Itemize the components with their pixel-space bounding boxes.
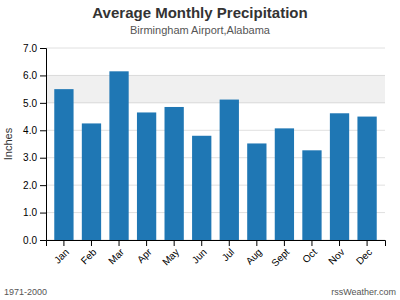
bar [357,117,376,240]
x-tick: Nov [326,240,346,267]
y-tick-label: 4.0 [23,125,37,136]
y-tick-mark [40,213,46,214]
title: Average Monthly Precipitation [92,4,307,21]
x-tick-mark [256,240,257,246]
y-tick: 0.0 [23,235,46,246]
y-tick-label: 0.0 [23,235,37,246]
x-tick-label: May [160,246,181,267]
marks [46,71,385,240]
bar [330,113,349,240]
y-tick: 7.0 [23,43,46,54]
x-axis: Jan Feb Mar Apr May Jun Jul AugSept Oct Nov Dec [47,240,386,269]
chart: Average Monthly Precipitation Birmingham … [0,0,400,300]
y-tick-label: 3.0 [23,152,37,163]
x-tick: Mar [106,240,126,266]
x-tick: May [160,240,181,268]
x-tick-mark [119,240,120,246]
y-tick-mark [40,240,46,241]
y-tick-mark [40,103,46,104]
x-tick-label: Oct [300,246,319,265]
y-tick-label: 1.0 [23,207,37,218]
x-tick-label: Aug [244,246,264,266]
x-tick-label: Jul [220,246,237,263]
x-tick-mark [201,240,202,246]
x-tick-label: Dec [354,246,374,266]
x-tick-mark [339,240,340,246]
y-tick: 4.0 [23,125,46,136]
x-axis-line [47,241,386,247]
x-tick-mark [229,240,230,246]
x-tick-label: Sept [269,246,291,268]
x-tick-label: Mar [106,246,126,266]
bar [54,89,73,240]
x-tick: Dec [354,240,374,267]
y-tick-mark [40,75,46,76]
x-tick: Jun [190,240,209,266]
x-tick-mark [174,240,175,246]
x-tick: Feb [79,240,99,266]
y-tick: 5.0 [23,98,46,109]
bar [82,123,101,240]
x-tick-label: Nov [326,246,346,266]
bar [192,136,211,240]
x-tick-mark [284,240,285,246]
y-tick-mark [40,158,46,159]
bar [109,71,128,240]
x-tick: Sept [269,240,291,269]
y-tick-label: 5.0 [23,98,37,109]
y-tick-mark [40,130,46,131]
x-tick: Jul [220,240,237,263]
footer-note: rssWeather.com [331,287,396,297]
y-tick: 3.0 [23,152,46,163]
y-axis-title: Inches [2,127,14,160]
x-tick-mark [146,240,147,246]
x-tick-label: Feb [79,246,99,266]
bar [137,112,156,240]
bar [275,128,294,240]
bar [302,150,321,240]
subtitle: Birmingham Airport,Alabama [130,24,271,36]
y-tick-mark [40,185,46,186]
bar [220,100,239,240]
bar [247,143,266,240]
x-tick-label: Jun [190,246,209,265]
y-tick-label: 6.0 [23,70,37,81]
x-tick: Oct [300,240,319,265]
grid [46,48,385,240]
x-tick-mark [63,240,64,246]
x-tick: Aug [244,240,264,267]
x-tick-mark [367,240,368,246]
x-tick: Apr [135,240,154,265]
y-tick: 1.0 [23,207,46,218]
footer-note: 1971-2000 [4,287,47,297]
y-tick: 6.0 [23,70,46,81]
y-axis-line [40,49,47,241]
y-tick-label: 7.0 [23,43,37,54]
x-tick: Jan [52,240,71,266]
y-tick-label: 2.0 [23,180,37,191]
y-tick-mark [40,48,46,49]
x-tick-mark [311,240,312,246]
x-tick-label: Apr [135,246,154,265]
highlight-band [46,75,385,102]
bar [165,107,184,240]
x-tick-mark [91,240,92,246]
y-tick: 2.0 [23,180,46,191]
x-tick-label: Jan [52,246,71,265]
plot: 0.01.02.03.04.05.06.07.0JanFebMarAprMayJ… [23,43,385,269]
grid-line [46,48,385,49]
y-axis: 0.0 1.0 2.0 3.0 4.0 5.0 6.0 7.0 [23,43,46,246]
